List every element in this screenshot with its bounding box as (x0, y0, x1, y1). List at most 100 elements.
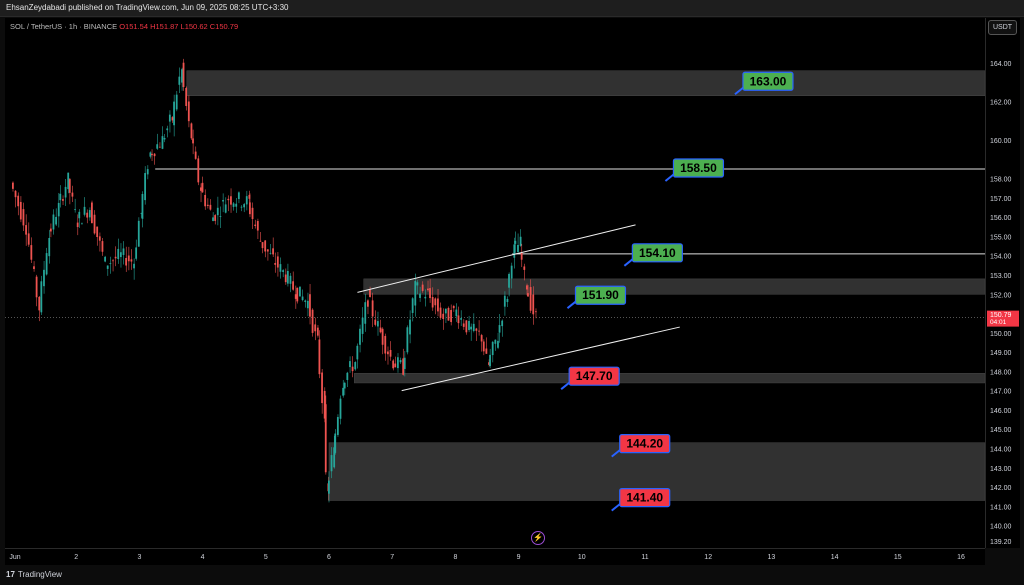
candle-body (237, 192, 240, 200)
candle-body (204, 194, 207, 207)
chart-plot-area[interactable]: 163.00 158.50 154.10 151.90 147.70 144.20 141.… (5, 18, 986, 548)
candle-body (394, 363, 397, 368)
candle-body (248, 194, 251, 199)
channel-upper-line (357, 224, 636, 293)
tradingview-logo[interactable]: 17 TradingView (6, 570, 62, 579)
price-tick-label: 144.00 (990, 446, 1012, 453)
candle-body (526, 285, 528, 290)
candle-body (333, 447, 336, 468)
candle-body (161, 136, 164, 149)
candle-body (491, 341, 494, 356)
label-text: 141.40 (626, 491, 663, 505)
publisher-text: EhsanZeydabadi published on TradingView.… (6, 3, 289, 12)
candle-body (232, 203, 235, 207)
candle-body (468, 320, 470, 331)
price-tick-label: 153.00 (990, 273, 1012, 280)
countdown-value: 04:01 (990, 319, 1007, 326)
candle-body (359, 328, 361, 345)
footer-bar: 17 TradingView (0, 565, 1024, 585)
candle-body (342, 387, 345, 396)
candle-body (311, 309, 314, 333)
time-tick-label: 10 (578, 554, 586, 561)
candle-body (318, 339, 321, 375)
label-text: 151.90 (582, 288, 619, 302)
time-axis[interactable]: Jun 2 3 4 5 6 7 8 9 10 11 12 13 14 15 16 (5, 548, 985, 565)
candle-body (431, 296, 434, 308)
candle-body (314, 324, 317, 332)
candle-body (529, 287, 532, 311)
candle-body (498, 325, 501, 333)
candle-body (351, 366, 354, 372)
candle-body (517, 244, 519, 253)
lightning-icon[interactable]: ⚡ (531, 531, 545, 545)
price-label-147.70: 147.70 (560, 366, 620, 390)
price-tick-label: 158.00 (990, 177, 1012, 184)
candle-body (130, 259, 133, 262)
candle-body (452, 305, 455, 309)
candle-body (133, 263, 135, 269)
candle-body (485, 348, 488, 354)
symbol-legend[interactable]: SOL / TetherUS · 1h · BINANCE O151.54 H1… (10, 22, 238, 31)
candle-body (470, 326, 472, 330)
time-tick-label: Jun (9, 554, 20, 561)
candle-body (91, 202, 93, 224)
price-label-154.10: 154.10 (623, 243, 683, 267)
candle-body (510, 265, 513, 279)
candle-body (434, 298, 437, 306)
candle-body (264, 240, 267, 252)
candle-body (437, 298, 439, 312)
candle-body (190, 123, 193, 139)
candle-body (501, 320, 504, 327)
candle-body (197, 158, 200, 183)
candle-body (523, 266, 526, 270)
chart-svg[interactable]: 163.00 158.50 154.10 151.90 147.70 144.20 141.… (5, 18, 986, 548)
candle-body (178, 76, 181, 85)
candle-body (416, 282, 419, 286)
candle-body (366, 300, 369, 307)
candle-body (294, 294, 297, 299)
candle-body (455, 309, 458, 317)
candle-body (274, 263, 277, 265)
candle-body (356, 345, 359, 360)
time-tick-label: 6 (327, 554, 331, 561)
time-tick-label: 12 (704, 554, 712, 561)
time-tick-label: 14 (831, 554, 839, 561)
candle-body (245, 196, 248, 205)
candle-body (304, 300, 307, 302)
candle-body (227, 198, 230, 201)
candle-body (216, 207, 219, 216)
price-tick-label: 140.00 (990, 524, 1012, 531)
candle-body (141, 193, 144, 219)
candle-body (259, 240, 262, 242)
label-box (568, 366, 620, 386)
label-text: 163.00 (750, 74, 787, 88)
candle-body (346, 372, 349, 380)
candle-body (386, 351, 389, 355)
candle-body (354, 362, 357, 370)
candle-body (343, 382, 346, 389)
price-tick-label: 146.00 (990, 408, 1012, 415)
candle-body (40, 281, 43, 313)
candle-body (112, 260, 114, 262)
price-axis[interactable]: 164.00 162.00 160.00 158.00 157.00 156.00 155.… (985, 18, 1020, 548)
ohlc-high: H151.87 (150, 22, 179, 31)
price-tick-label: 156.00 (990, 215, 1012, 222)
candle-body (324, 404, 327, 473)
candle-body (488, 362, 490, 365)
candle-body (212, 217, 214, 222)
label-box (742, 71, 794, 91)
price-tick-label: 152.00 (990, 292, 1012, 299)
price-tick-label: 150.00 (990, 331, 1012, 338)
candle-body (71, 192, 74, 197)
candle-body (187, 101, 190, 122)
ohlc-low: L150.62 (180, 22, 208, 31)
candle-body (269, 252, 272, 254)
candle-body (534, 311, 537, 313)
currency-button[interactable]: USDT (988, 20, 1018, 35)
time-tick-label: 5 (264, 554, 268, 561)
candle-body (301, 296, 304, 300)
candle-body (306, 300, 309, 309)
time-tick-label: 16 (957, 554, 965, 561)
candle-body (151, 153, 153, 156)
candle-body (43, 269, 45, 287)
